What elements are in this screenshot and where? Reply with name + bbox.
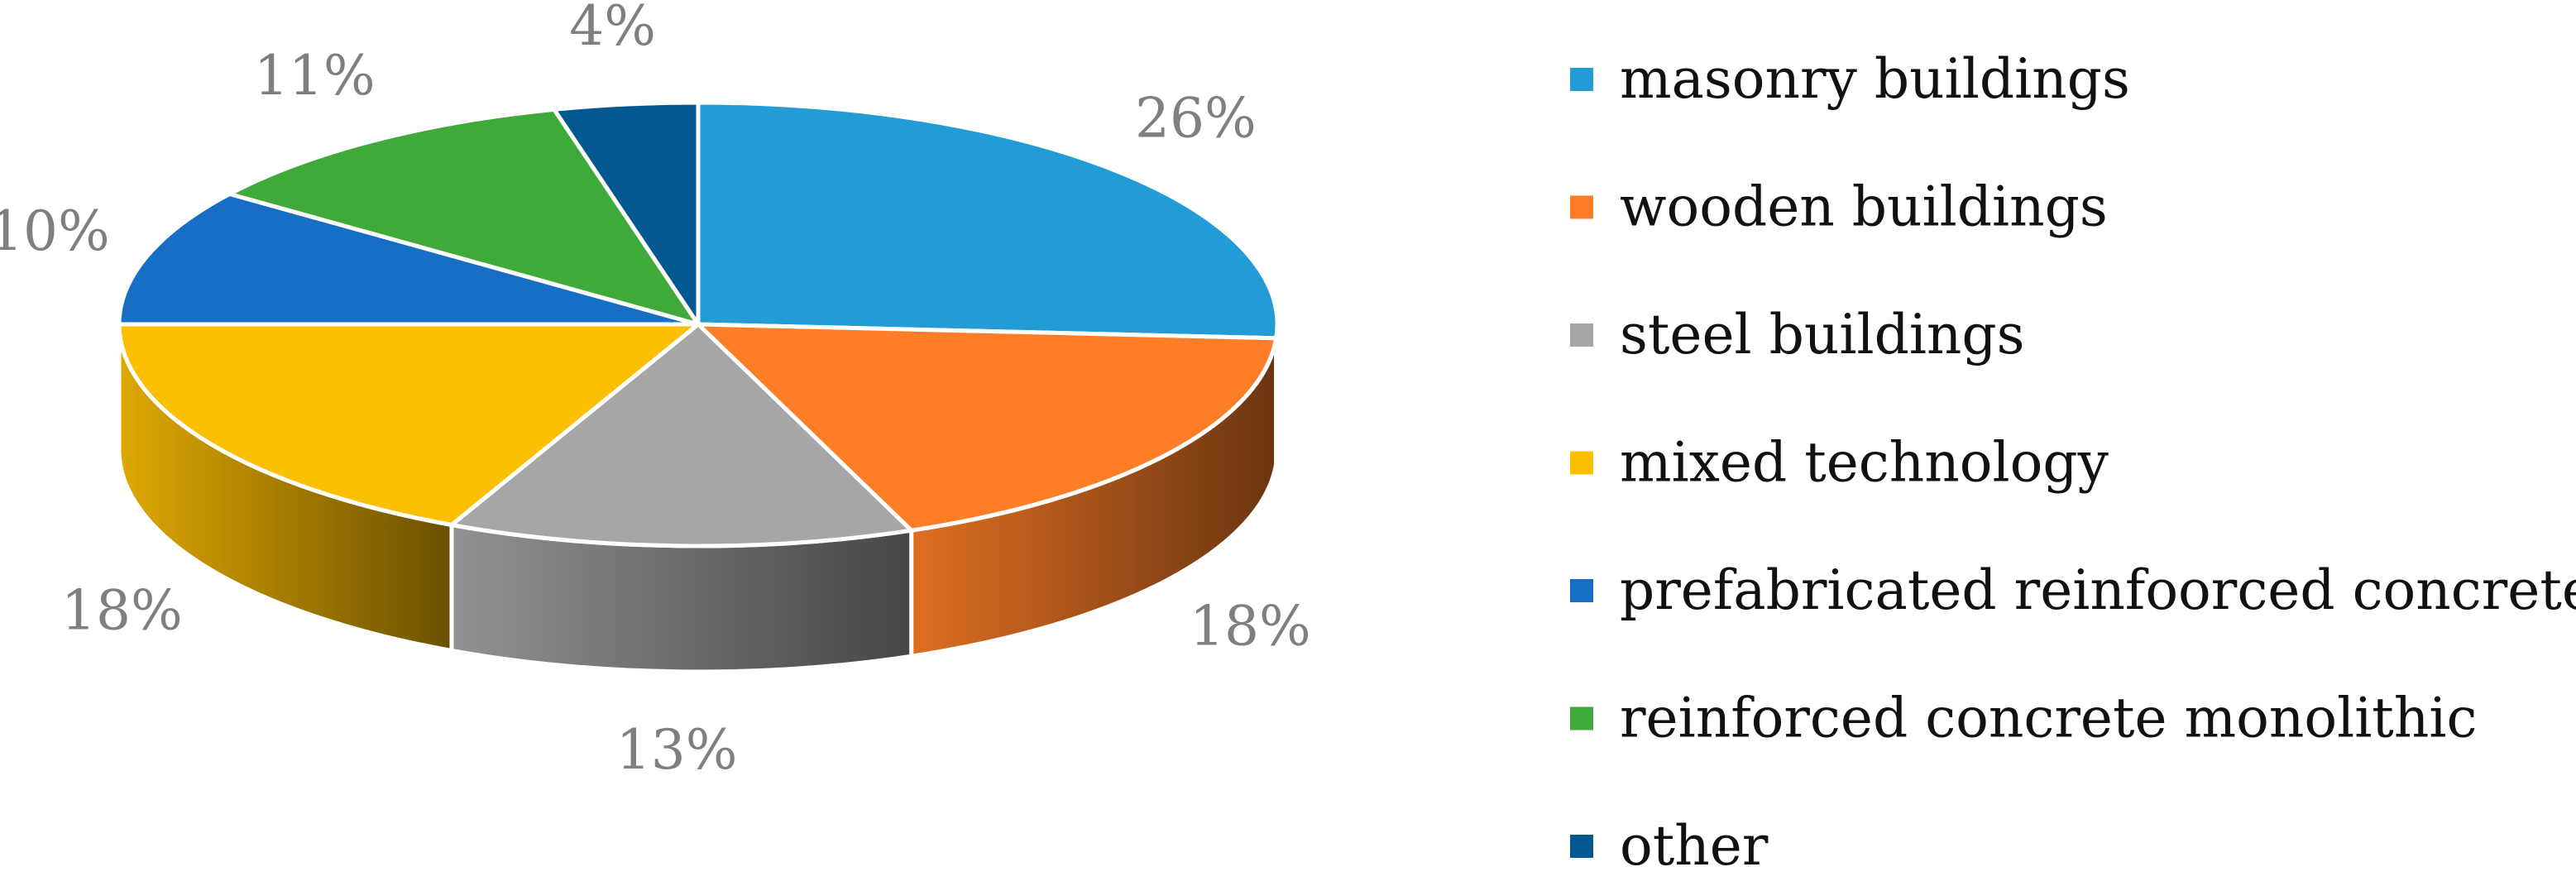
data-label-other: 4% bbox=[569, 0, 656, 58]
legend-swatch bbox=[1570, 579, 1593, 602]
data-label-prefabricated-reinfoorced-concrete: 10% bbox=[0, 199, 110, 263]
legend: masonry buildings wooden buildings steel b… bbox=[1570, 47, 2576, 878]
pie-slices bbox=[117, 100, 1280, 548]
legend-item-reinforced-concrete-monolithic: reinforced concrete monolithic bbox=[1570, 687, 2477, 750]
pie-slice-steel-buildings bbox=[449, 322, 914, 548]
legend-swatch bbox=[1570, 323, 1593, 347]
data-label-reinforced-concrete-monolithic: 11% bbox=[254, 44, 376, 108]
legend-item-masonry-buildings: masonry buildings bbox=[1570, 47, 2130, 111]
pie-slice-wooden-buildings bbox=[696, 322, 1279, 533]
legend-item-wooden-buildings: wooden buildings bbox=[1570, 175, 2108, 239]
data-label-mixed-technology: 18% bbox=[61, 579, 183, 643]
legend-label: masonry buildings bbox=[1620, 47, 2130, 111]
pie-slice-other bbox=[552, 100, 701, 327]
legend-item-other: other bbox=[1570, 814, 1769, 878]
pie-slice-prefabricated-reinfoorced-concrete bbox=[117, 191, 701, 327]
legend-swatch bbox=[1570, 68, 1593, 91]
legend-item-prefabricated-reinfoorced-concrete: prefabricated reinfoorced concrete bbox=[1570, 558, 2576, 622]
legend-swatch bbox=[1570, 195, 1593, 219]
legend-label: mixed technology bbox=[1620, 431, 2109, 495]
legend-label: steel buildings bbox=[1620, 303, 2025, 366]
legend-swatch bbox=[1570, 706, 1593, 730]
pie-slice-mixed-technology bbox=[117, 322, 701, 527]
data-label-masonry-buildings: 26% bbox=[1135, 87, 1257, 151]
pie-data-labels: 26% 18% 13% 18% 10% 11% 4% bbox=[0, 0, 1311, 782]
pie-slice-masonry-buildings bbox=[696, 100, 1280, 341]
data-label-wooden-buildings: 18% bbox=[1190, 594, 1311, 658]
data-label-steel-buildings: 13% bbox=[616, 718, 738, 782]
legend-swatch bbox=[1570, 451, 1593, 475]
legend-item-steel-buildings: steel buildings bbox=[1570, 303, 2025, 366]
pie-sides bbox=[117, 322, 1280, 674]
legend-label: prefabricated reinfoorced concrete bbox=[1620, 558, 2576, 622]
legend-swatch bbox=[1570, 835, 1593, 858]
legend-label: reinforced concrete monolithic bbox=[1620, 687, 2477, 750]
legend-label: wooden buildings bbox=[1620, 175, 2108, 239]
legend-label: other bbox=[1620, 814, 1769, 878]
pie-slice-reinforced-concrete-monolithic bbox=[227, 107, 701, 327]
legend-item-mixed-technology: mixed technology bbox=[1570, 431, 2109, 495]
